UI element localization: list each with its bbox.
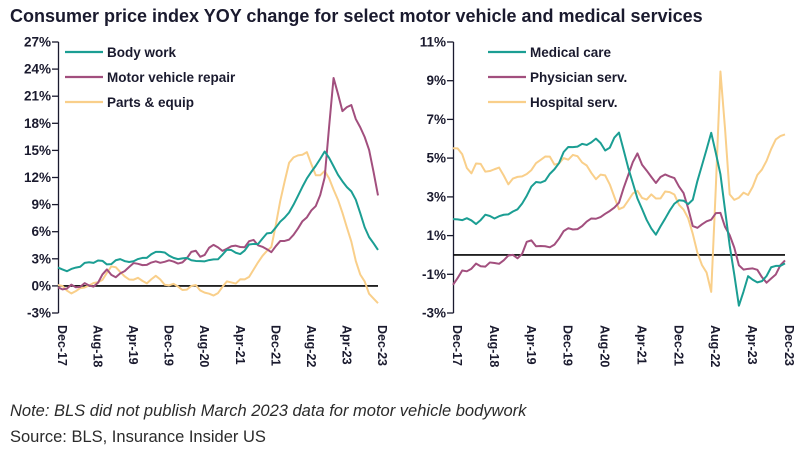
svg-text:9%: 9% bbox=[31, 197, 51, 212]
svg-text:21%: 21% bbox=[24, 89, 51, 104]
svg-text:1%: 1% bbox=[426, 228, 446, 243]
svg-text:Dec-23: Dec-23 bbox=[782, 325, 796, 366]
svg-text:Dec-21: Dec-21 bbox=[671, 325, 685, 366]
svg-text:Parts & equip: Parts & equip bbox=[107, 95, 194, 110]
svg-text:Dec-23: Dec-23 bbox=[375, 325, 389, 366]
svg-text:5%: 5% bbox=[426, 151, 446, 166]
svg-text:12%: 12% bbox=[24, 170, 51, 185]
svg-text:Aug-18: Aug-18 bbox=[91, 325, 105, 367]
svg-text:0%: 0% bbox=[31, 278, 51, 293]
svg-text:3%: 3% bbox=[426, 189, 446, 204]
svg-text:Dec-21: Dec-21 bbox=[268, 325, 282, 366]
svg-text:15%: 15% bbox=[24, 143, 51, 158]
svg-text:Apr-19: Apr-19 bbox=[126, 325, 140, 365]
svg-text:Physician serv.: Physician serv. bbox=[530, 70, 627, 85]
svg-text:Apr-19: Apr-19 bbox=[524, 325, 538, 365]
svg-text:Apr-23: Apr-23 bbox=[745, 325, 759, 365]
svg-text:3%: 3% bbox=[31, 251, 51, 266]
svg-text:Dec-19: Dec-19 bbox=[162, 325, 176, 366]
svg-text:18%: 18% bbox=[24, 116, 51, 131]
svg-text:Dec-17: Dec-17 bbox=[450, 325, 464, 366]
svg-text:Dec-19: Dec-19 bbox=[561, 325, 575, 366]
svg-text:-3%: -3% bbox=[27, 306, 51, 321]
svg-text:Aug-18: Aug-18 bbox=[487, 325, 501, 367]
svg-text:7%: 7% bbox=[426, 112, 446, 127]
svg-text:9%: 9% bbox=[426, 73, 446, 88]
svg-text:Hospital serv.: Hospital serv. bbox=[530, 95, 618, 110]
svg-text:Body work: Body work bbox=[107, 45, 177, 60]
svg-text:6%: 6% bbox=[31, 224, 51, 239]
svg-text:-1%: -1% bbox=[422, 267, 446, 282]
svg-text:Motor vehicle repair: Motor vehicle repair bbox=[107, 70, 236, 85]
svg-text:24%: 24% bbox=[24, 62, 51, 77]
svg-text:27%: 27% bbox=[24, 35, 51, 50]
svg-text:Apr-21: Apr-21 bbox=[233, 325, 247, 365]
svg-text:Aug-20: Aug-20 bbox=[598, 325, 612, 367]
svg-text:Dec-17: Dec-17 bbox=[55, 325, 69, 366]
svg-text:Aug-22: Aug-22 bbox=[304, 325, 318, 367]
svg-text:Apr-23: Apr-23 bbox=[339, 325, 353, 365]
svg-text:Medical care: Medical care bbox=[530, 45, 612, 60]
svg-text:11%: 11% bbox=[420, 35, 446, 50]
svg-text:Aug-20: Aug-20 bbox=[197, 325, 211, 367]
svg-text:Apr-21: Apr-21 bbox=[634, 325, 648, 365]
svg-text:-3%: -3% bbox=[422, 306, 446, 321]
svg-text:Aug-22: Aug-22 bbox=[708, 325, 722, 367]
